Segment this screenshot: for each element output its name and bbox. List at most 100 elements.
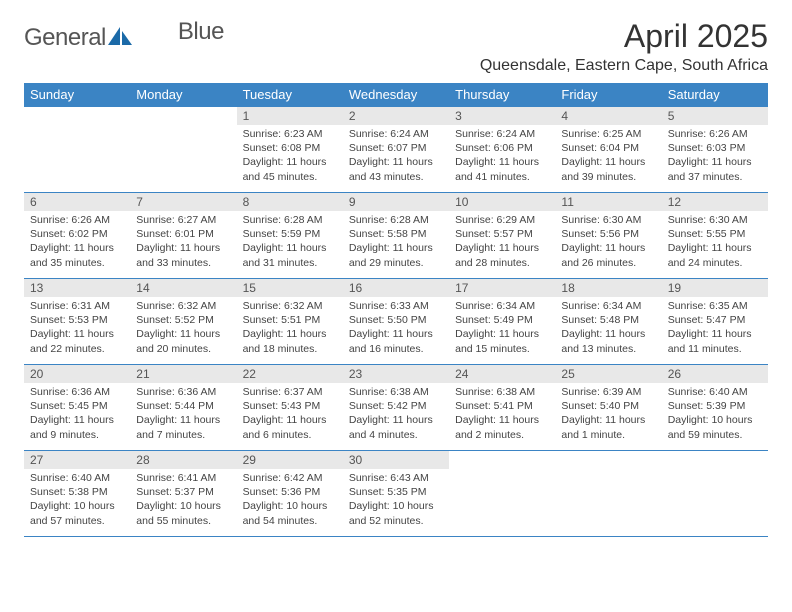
week-row: 6Sunrise: 6:26 AMSunset: 6:02 PMDaylight…: [24, 193, 768, 279]
sunrise-text: Sunrise: 6:34 AM: [561, 299, 655, 313]
day-number: 17: [449, 279, 555, 297]
day-cell: 16Sunrise: 6:33 AMSunset: 5:50 PMDayligh…: [343, 279, 449, 365]
daylight-text: Daylight: 11 hours and 6 minutes.: [243, 413, 337, 441]
sunset-text: Sunset: 5:57 PM: [455, 227, 549, 241]
sunset-text: Sunset: 5:47 PM: [668, 313, 762, 327]
day-cell: 25Sunrise: 6:39 AMSunset: 5:40 PMDayligh…: [555, 365, 661, 451]
sunrise-text: Sunrise: 6:30 AM: [668, 213, 762, 227]
daylight-text: Daylight: 11 hours and 41 minutes.: [455, 155, 549, 183]
day-body: Sunrise: 6:38 AMSunset: 5:42 PMDaylight:…: [343, 383, 449, 446]
sunset-text: Sunset: 5:53 PM: [30, 313, 124, 327]
day-body: Sunrise: 6:36 AMSunset: 5:44 PMDaylight:…: [130, 383, 236, 446]
sunrise-text: Sunrise: 6:27 AM: [136, 213, 230, 227]
sunset-text: Sunset: 5:51 PM: [243, 313, 337, 327]
sunrise-text: Sunrise: 6:36 AM: [136, 385, 230, 399]
day-cell: 27Sunrise: 6:40 AMSunset: 5:38 PMDayligh…: [24, 451, 130, 537]
sunrise-text: Sunrise: 6:33 AM: [349, 299, 443, 313]
sunset-text: Sunset: 5:39 PM: [668, 399, 762, 413]
sunset-text: Sunset: 5:52 PM: [136, 313, 230, 327]
day-body: Sunrise: 6:32 AMSunset: 5:51 PMDaylight:…: [237, 297, 343, 360]
daylight-text: Daylight: 11 hours and 35 minutes.: [30, 241, 124, 269]
logo-sail-icon: [108, 25, 134, 52]
day-body: Sunrise: 6:24 AMSunset: 6:07 PMDaylight:…: [343, 125, 449, 188]
sunset-text: Sunset: 6:06 PM: [455, 141, 549, 155]
daylight-text: Daylight: 11 hours and 28 minutes.: [455, 241, 549, 269]
sunset-text: Sunset: 5:35 PM: [349, 485, 443, 499]
day-body: Sunrise: 6:36 AMSunset: 5:45 PMDaylight:…: [24, 383, 130, 446]
day-number: 12: [662, 193, 768, 211]
day-number: 27: [24, 451, 130, 469]
sunset-text: Sunset: 6:02 PM: [30, 227, 124, 241]
calendar-table: Sunday Monday Tuesday Wednesday Thursday…: [24, 83, 768, 537]
page-header: General Blue April 2025 Queensdale, East…: [24, 18, 768, 75]
sunrise-text: Sunrise: 6:28 AM: [349, 213, 443, 227]
daylight-text: Daylight: 11 hours and 9 minutes.: [30, 413, 124, 441]
daylight-text: Daylight: 11 hours and 13 minutes.: [561, 327, 655, 355]
daylight-text: Daylight: 11 hours and 26 minutes.: [561, 241, 655, 269]
daylight-text: Daylight: 11 hours and 20 minutes.: [136, 327, 230, 355]
day-body: Sunrise: 6:26 AMSunset: 6:02 PMDaylight:…: [24, 211, 130, 274]
day-cell: 1Sunrise: 6:23 AMSunset: 6:08 PMDaylight…: [237, 107, 343, 193]
day-number: 18: [555, 279, 661, 297]
day-cell: 7Sunrise: 6:27 AMSunset: 6:01 PMDaylight…: [130, 193, 236, 279]
sunset-text: Sunset: 5:50 PM: [349, 313, 443, 327]
sunrise-text: Sunrise: 6:42 AM: [243, 471, 337, 485]
daylight-text: Daylight: 11 hours and 15 minutes.: [455, 327, 549, 355]
day-number: 7: [130, 193, 236, 211]
day-body: Sunrise: 6:24 AMSunset: 6:06 PMDaylight:…: [449, 125, 555, 188]
day-cell: 4Sunrise: 6:25 AMSunset: 6:04 PMDaylight…: [555, 107, 661, 193]
day-body: Sunrise: 6:43 AMSunset: 5:35 PMDaylight:…: [343, 469, 449, 532]
day-number: 23: [343, 365, 449, 383]
sunset-text: Sunset: 5:44 PM: [136, 399, 230, 413]
sunset-text: Sunset: 5:59 PM: [243, 227, 337, 241]
sunrise-text: Sunrise: 6:37 AM: [243, 385, 337, 399]
sunset-text: Sunset: 6:07 PM: [349, 141, 443, 155]
day-number: 5: [662, 107, 768, 125]
daylight-text: Daylight: 11 hours and 22 minutes.: [30, 327, 124, 355]
day-header: Saturday: [662, 83, 768, 107]
day-number: 28: [130, 451, 236, 469]
day-cell: 20Sunrise: 6:36 AMSunset: 5:45 PMDayligh…: [24, 365, 130, 451]
daylight-text: Daylight: 11 hours and 31 minutes.: [243, 241, 337, 269]
day-number: 22: [237, 365, 343, 383]
day-cell: 13Sunrise: 6:31 AMSunset: 5:53 PMDayligh…: [24, 279, 130, 365]
sunrise-text: Sunrise: 6:41 AM: [136, 471, 230, 485]
sunset-text: Sunset: 5:45 PM: [30, 399, 124, 413]
daylight-text: Daylight: 11 hours and 43 minutes.: [349, 155, 443, 183]
day-cell: 19Sunrise: 6:35 AMSunset: 5:47 PMDayligh…: [662, 279, 768, 365]
day-cell: 22Sunrise: 6:37 AMSunset: 5:43 PMDayligh…: [237, 365, 343, 451]
daylight-text: Daylight: 11 hours and 39 minutes.: [561, 155, 655, 183]
day-number: 26: [662, 365, 768, 383]
week-row: 20Sunrise: 6:36 AMSunset: 5:45 PMDayligh…: [24, 365, 768, 451]
daylight-text: Daylight: 11 hours and 16 minutes.: [349, 327, 443, 355]
day-body: Sunrise: 6:26 AMSunset: 6:03 PMDaylight:…: [662, 125, 768, 188]
sunset-text: Sunset: 5:48 PM: [561, 313, 655, 327]
sunset-text: Sunset: 6:03 PM: [668, 141, 762, 155]
daylight-text: Daylight: 10 hours and 57 minutes.: [30, 499, 124, 527]
sunrise-text: Sunrise: 6:35 AM: [668, 299, 762, 313]
daylight-text: Daylight: 11 hours and 37 minutes.: [668, 155, 762, 183]
day-body: Sunrise: 6:34 AMSunset: 5:49 PMDaylight:…: [449, 297, 555, 360]
day-header: Wednesday: [343, 83, 449, 107]
day-body: Sunrise: 6:33 AMSunset: 5:50 PMDaylight:…: [343, 297, 449, 360]
sunrise-text: Sunrise: 6:40 AM: [668, 385, 762, 399]
day-body: Sunrise: 6:28 AMSunset: 5:58 PMDaylight:…: [343, 211, 449, 274]
day-cell: 9Sunrise: 6:28 AMSunset: 5:58 PMDaylight…: [343, 193, 449, 279]
day-body: Sunrise: 6:40 AMSunset: 5:38 PMDaylight:…: [24, 469, 130, 532]
day-number: 30: [343, 451, 449, 469]
sunset-text: Sunset: 5:49 PM: [455, 313, 549, 327]
sunset-text: Sunset: 5:42 PM: [349, 399, 443, 413]
day-body: Sunrise: 6:30 AMSunset: 5:56 PMDaylight:…: [555, 211, 661, 274]
day-cell: 12Sunrise: 6:30 AMSunset: 5:55 PMDayligh…: [662, 193, 768, 279]
day-header: Sunday: [24, 83, 130, 107]
daylight-text: Daylight: 11 hours and 45 minutes.: [243, 155, 337, 183]
daylight-text: Daylight: 10 hours and 52 minutes.: [349, 499, 443, 527]
day-cell: [662, 451, 768, 537]
daylight-text: Daylight: 11 hours and 29 minutes.: [349, 241, 443, 269]
day-cell: 6Sunrise: 6:26 AMSunset: 6:02 PMDaylight…: [24, 193, 130, 279]
day-cell: [130, 107, 236, 193]
day-number: 11: [555, 193, 661, 211]
day-number: 8: [237, 193, 343, 211]
daylight-text: Daylight: 11 hours and 24 minutes.: [668, 241, 762, 269]
daylight-text: Daylight: 11 hours and 2 minutes.: [455, 413, 549, 441]
